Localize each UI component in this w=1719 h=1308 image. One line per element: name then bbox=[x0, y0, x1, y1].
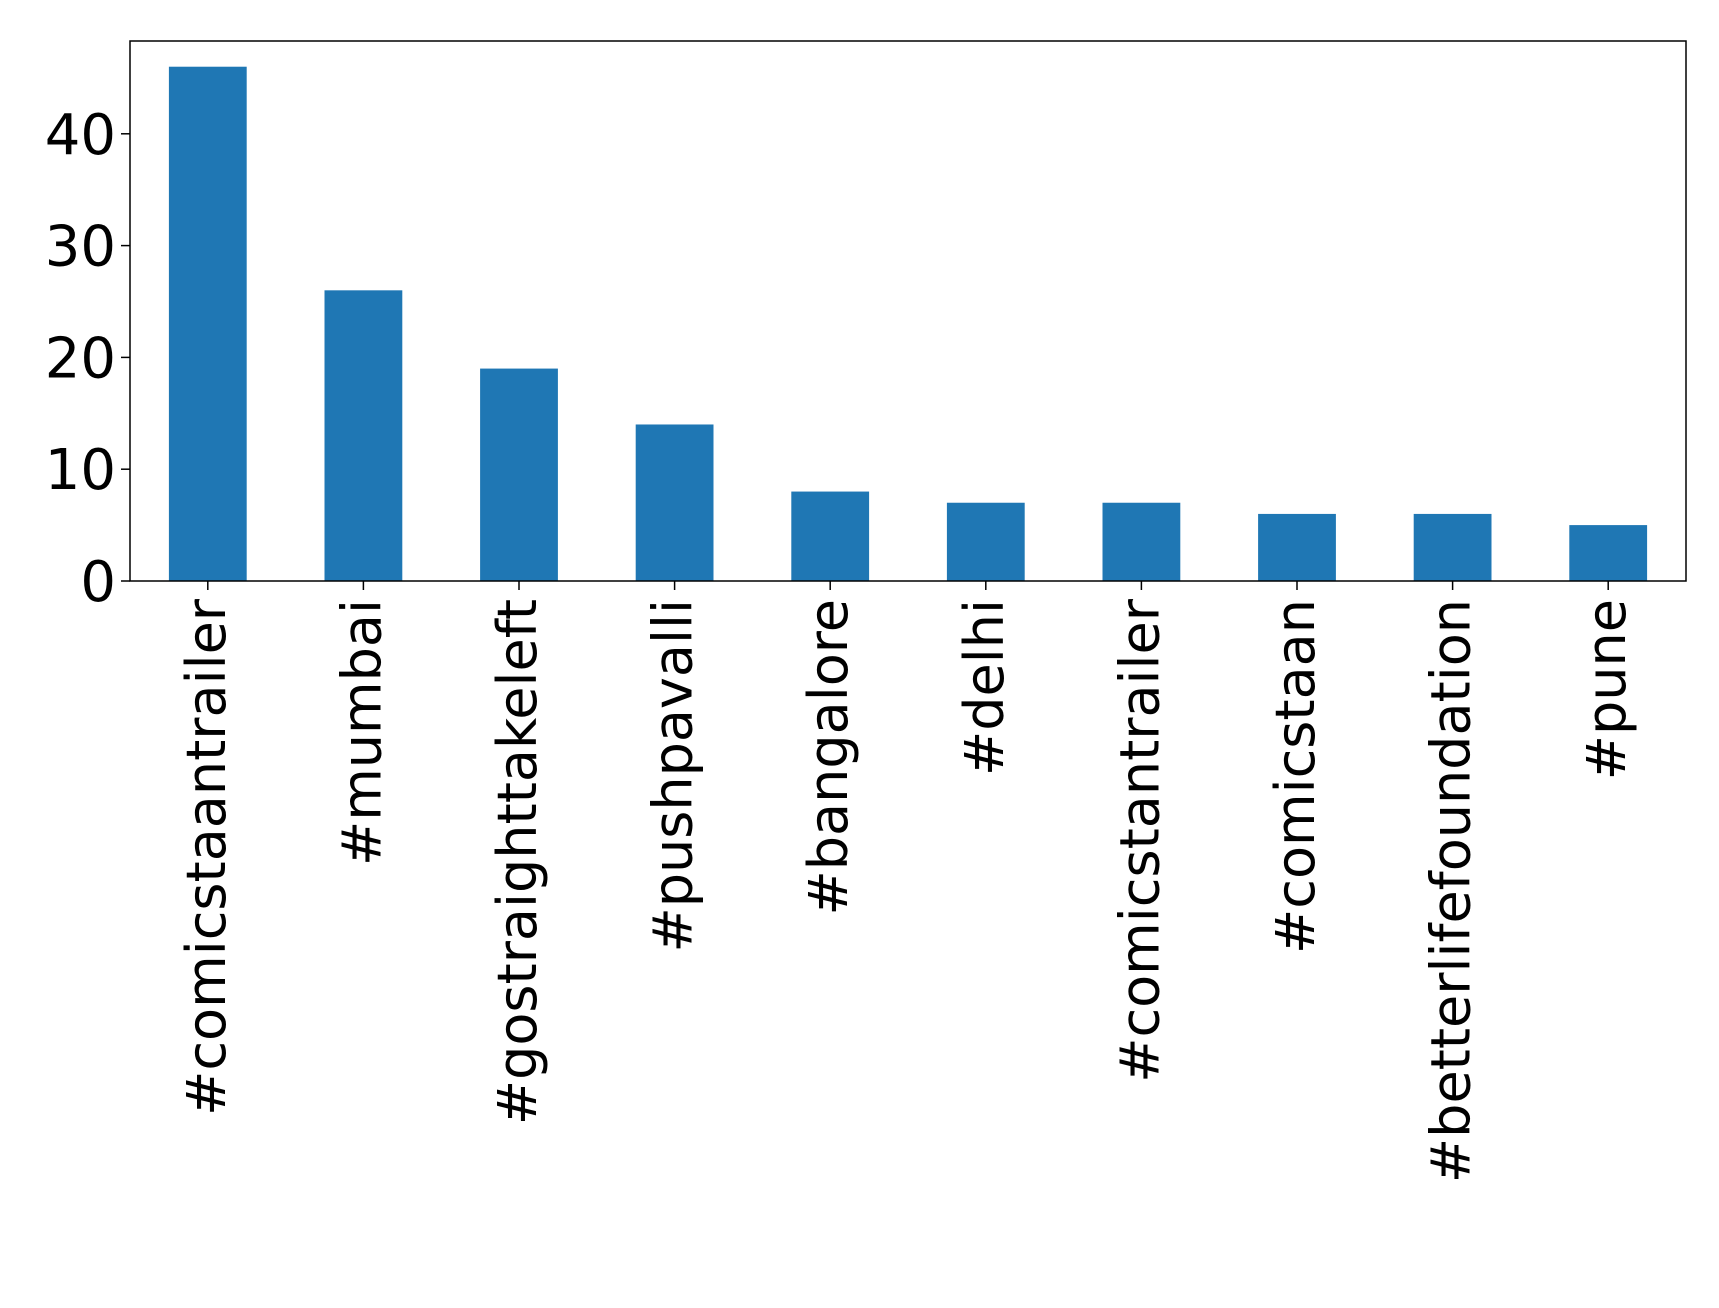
bar bbox=[324, 290, 403, 581]
x-tick-label: #gostraighttakeleft bbox=[486, 599, 549, 1125]
x-tick-label: #mumbai bbox=[330, 599, 393, 866]
y-tick-label: 20 bbox=[45, 326, 116, 391]
x-tick-label: #comicstaan bbox=[1264, 599, 1327, 954]
bars-layer bbox=[168, 66, 1648, 581]
y-axis: 0 10 20 30 40 bbox=[45, 103, 130, 615]
x-tick-label: #bangalore bbox=[797, 599, 860, 916]
plot-frame bbox=[129, 40, 1687, 582]
y-tick-label: 0 bbox=[80, 550, 116, 615]
bar bbox=[1258, 513, 1336, 581]
y-tick-label: 10 bbox=[45, 438, 116, 503]
x-tick-label: #comicstantrailer bbox=[1108, 598, 1171, 1083]
bar bbox=[1569, 525, 1648, 581]
bar bbox=[1413, 513, 1492, 581]
y-tick-label: 40 bbox=[45, 103, 116, 168]
x-tick-label: #comicstaantrailer bbox=[175, 598, 238, 1116]
x-tick-label: #betterlifefoundation bbox=[1420, 599, 1483, 1183]
bar bbox=[1102, 502, 1181, 581]
x-tick-label: #pune bbox=[1575, 599, 1638, 780]
y-tick-label: 30 bbox=[45, 215, 116, 280]
bar bbox=[946, 502, 1025, 581]
bar bbox=[791, 491, 870, 581]
x-tick-label: #pushpavalli bbox=[642, 599, 705, 953]
x-tick-label: #delhi bbox=[953, 599, 1016, 776]
bar bbox=[480, 368, 558, 581]
bar bbox=[635, 424, 714, 581]
bar bbox=[168, 66, 247, 581]
x-axis: #comicstaantrailer #mumbai #gostraighttake… bbox=[175, 581, 1638, 1183]
